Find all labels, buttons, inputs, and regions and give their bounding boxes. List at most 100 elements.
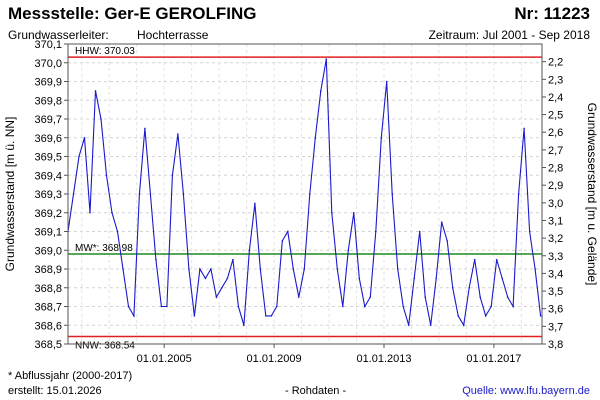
data-point: [396, 268, 399, 270]
data-point: [127, 305, 130, 308]
data-point: [276, 305, 278, 308]
data-point: [517, 193, 520, 195]
data-point: [309, 193, 311, 195]
data-point: [369, 296, 372, 298]
data-point: [495, 258, 498, 261]
data-point: [380, 136, 383, 139]
data-point: [193, 315, 196, 317]
data-point: [534, 268, 536, 270]
data-point: [160, 305, 163, 308]
y2-tick-label: 3,5: [548, 286, 563, 298]
source-link[interactable]: Quelle: www.lfu.bayern.de: [462, 385, 590, 397]
data-point: [330, 211, 333, 214]
data-point: [149, 193, 152, 195]
data-point: [243, 324, 245, 327]
data-point: [232, 258, 234, 261]
y-tick-label: 369,0: [34, 245, 62, 257]
data-point: [528, 230, 531, 233]
y2-tick-label: 3,6: [548, 304, 563, 316]
data-point: [188, 268, 190, 270]
data-point: [484, 315, 487, 317]
data-point: [363, 305, 366, 308]
data-point: [320, 90, 322, 92]
reference-line-label: NNW: 368.54: [75, 341, 135, 352]
y2-tick-label: 2,4: [548, 92, 563, 104]
y2-tick-label: 2,2: [548, 57, 563, 69]
data-point: [523, 127, 525, 130]
data-point: [336, 268, 339, 270]
y-axis-left: 368,5 368,6 368,7 368,8 368,9 369,0 369,1 369,2…: [34, 39, 68, 351]
data-point: [133, 315, 135, 317]
y-tick-label: 368,7: [34, 302, 62, 314]
data-point: [506, 296, 509, 298]
data-point: [204, 277, 207, 280]
y-tick-label: 368,5: [34, 339, 62, 351]
y2-tick-label: 3,0: [548, 198, 563, 210]
y-axis-label-right: Grundwasserstand [m u. Gelände]: [585, 103, 599, 286]
data-point: [446, 240, 449, 242]
data-point: [457, 315, 459, 317]
data-point: [221, 286, 223, 289]
y2-tick-label: 2,8: [548, 163, 563, 175]
data-point: [424, 296, 427, 298]
data-point: [215, 296, 218, 298]
data-point: [402, 305, 405, 308]
y2-tick-label: 2,7: [548, 145, 563, 157]
data-point: [490, 305, 492, 308]
data-point: [391, 193, 394, 195]
data-point: [155, 258, 157, 261]
y-tick-label: 368,8: [34, 283, 62, 295]
data-point: [237, 305, 240, 308]
y2-tick-label: 2,3: [548, 74, 563, 86]
data-point: [303, 268, 306, 270]
y2-tick-label: 3,2: [548, 233, 563, 245]
data-point: [100, 118, 102, 120]
data-point: [462, 324, 465, 327]
y-tick-label: 369,8: [34, 95, 62, 107]
y-tick-label: 369,3: [34, 189, 62, 201]
data-point: [72, 193, 75, 195]
x-tick-label: 01.01.2009: [247, 353, 302, 365]
data-point: [83, 136, 86, 139]
data-point: [473, 258, 476, 261]
y-tick-label: 369,9: [34, 77, 62, 89]
data-point: [341, 305, 344, 308]
data-point: [226, 277, 229, 280]
data-point: [138, 193, 141, 195]
y-tick-label: 368,9: [34, 264, 62, 276]
data-point: [94, 90, 97, 92]
y2-tick-label: 3,8: [548, 339, 563, 351]
data-point: [89, 211, 91, 214]
raw-data-note: - Rohdaten -: [285, 385, 347, 397]
y-tick-label: 369,5: [34, 152, 62, 164]
data-point: [105, 174, 108, 177]
x-tick-label: 01.01.2013: [356, 353, 411, 365]
data-point: [451, 286, 454, 289]
data-point: [468, 286, 470, 289]
data-point: [374, 230, 377, 233]
data-point: [199, 268, 201, 270]
data-point: [281, 240, 284, 242]
data-point: [501, 277, 503, 280]
data-point: [78, 155, 80, 158]
data-point: [265, 315, 267, 317]
y-tick-label: 369,6: [34, 133, 62, 145]
y2-tick-label: 3,4: [548, 268, 563, 280]
data-point: [479, 296, 481, 298]
data-point: [435, 277, 438, 280]
y2-tick-label: 2,6: [548, 127, 563, 139]
station-number: Nr: 11223: [514, 4, 590, 23]
grid: [68, 43, 542, 345]
y-tick-label: 370,1: [34, 39, 62, 51]
aquifer-value: Hochterrasse: [137, 28, 209, 42]
data-point: [292, 268, 295, 270]
x-tick-label: 01.01.2017: [466, 353, 521, 365]
series-line: [67, 58, 542, 327]
data-point: [248, 249, 251, 252]
y2-tick-label: 3,1: [548, 215, 563, 227]
data-point: [171, 174, 174, 177]
data-point: [352, 211, 355, 214]
data-point: [440, 221, 443, 223]
data-point: [111, 211, 113, 214]
